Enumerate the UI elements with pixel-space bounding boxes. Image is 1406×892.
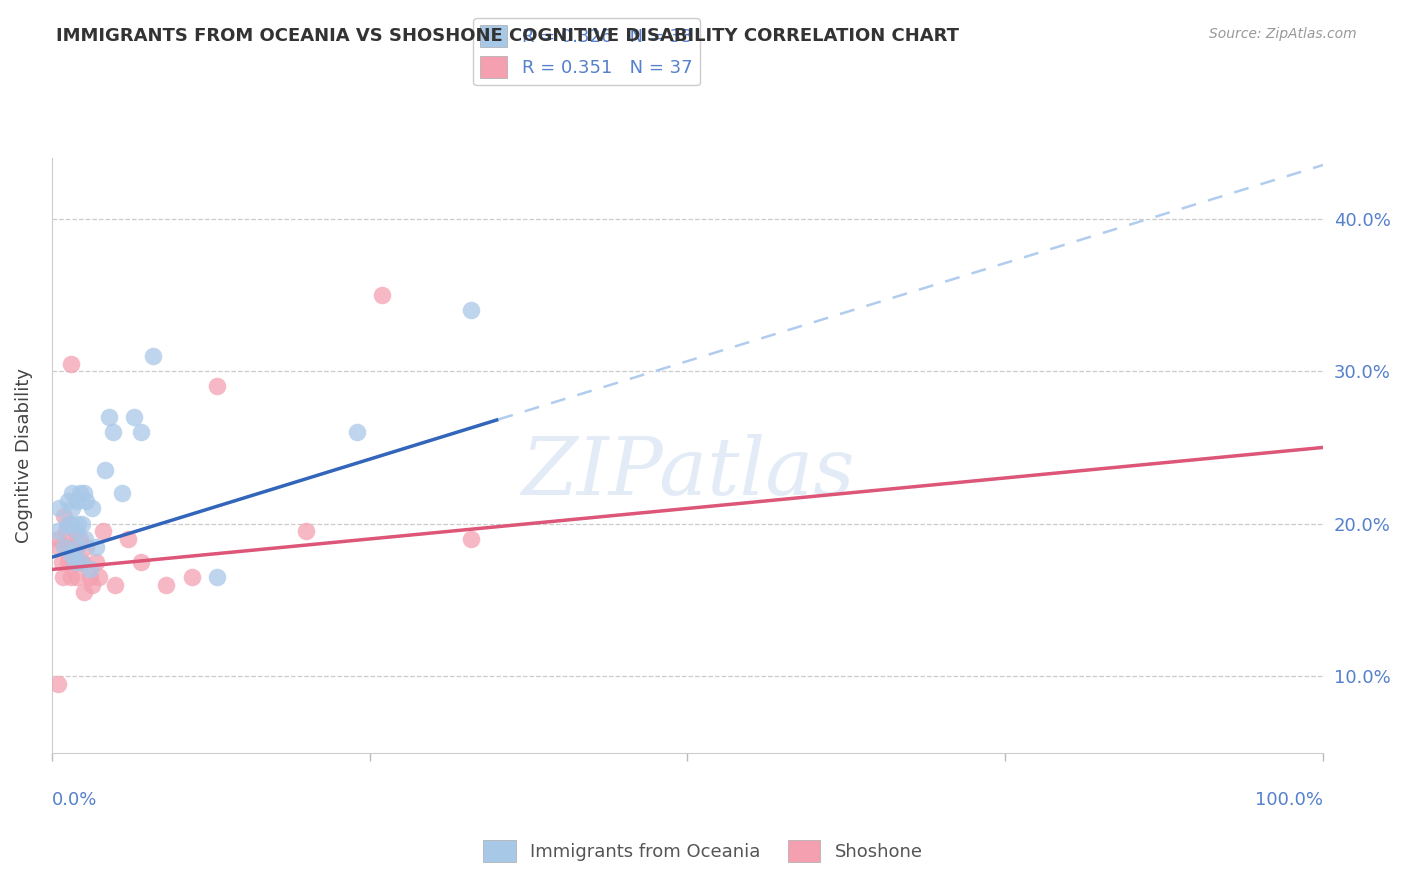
Point — [65, 524, 87, 539]
Point — [59, 547, 82, 561]
Point — [104, 578, 127, 592]
Point — [87, 570, 110, 584]
Point — [70, 555, 93, 569]
Point — [48, 540, 70, 554]
Point — [117, 532, 139, 546]
Point — [59, 357, 82, 371]
Point — [129, 425, 152, 440]
Point — [53, 540, 76, 554]
Point — [46, 532, 69, 546]
Point — [63, 524, 86, 539]
Point — [63, 555, 86, 569]
Point — [101, 425, 124, 440]
Point — [460, 532, 482, 546]
Point — [79, 562, 101, 576]
Point — [69, 532, 91, 546]
Point — [75, 540, 97, 554]
Point — [346, 425, 368, 440]
Point — [84, 540, 107, 554]
Legend: Immigrants from Oceania, Shoshone: Immigrants from Oceania, Shoshone — [477, 833, 929, 870]
Point — [66, 540, 89, 554]
Point — [124, 409, 146, 424]
Point — [59, 516, 82, 531]
Point — [205, 570, 228, 584]
Point — [56, 516, 79, 531]
Point — [53, 509, 76, 524]
Point — [55, 524, 77, 539]
Point — [73, 532, 96, 546]
Point — [371, 288, 394, 302]
Point — [69, 486, 91, 500]
Point — [60, 540, 83, 554]
Point — [60, 486, 83, 500]
Point — [66, 493, 89, 508]
Point — [58, 555, 80, 569]
Point — [52, 570, 75, 584]
Point — [205, 379, 228, 393]
Point — [72, 585, 94, 599]
Point — [75, 493, 97, 508]
Point — [72, 516, 94, 531]
Point — [84, 555, 107, 569]
Point — [82, 501, 104, 516]
Point — [129, 555, 152, 569]
Point — [48, 501, 70, 516]
Point — [97, 409, 120, 424]
Point — [62, 555, 84, 569]
Point — [111, 486, 134, 500]
Point — [79, 570, 101, 584]
Point — [70, 555, 93, 569]
Point — [46, 677, 69, 691]
Legend: R = 0.326   N = 33, R = 0.351   N = 37: R = 0.326 N = 33, R = 0.351 N = 37 — [472, 18, 700, 86]
Point — [82, 578, 104, 592]
Point — [65, 555, 87, 569]
Point — [51, 555, 73, 569]
Point — [58, 516, 80, 531]
Point — [142, 349, 165, 363]
Point — [60, 501, 83, 516]
Point — [295, 524, 318, 539]
Text: 0.0%: 0.0% — [52, 790, 97, 809]
Text: IMMIGRANTS FROM OCEANIA VS SHOSHONE COGNITIVE DISABILITY CORRELATION CHART: IMMIGRANTS FROM OCEANIA VS SHOSHONE COGN… — [56, 27, 959, 45]
Point — [180, 570, 202, 584]
Point — [72, 555, 94, 569]
Text: 100.0%: 100.0% — [1256, 790, 1323, 809]
Text: ZIPatlas: ZIPatlas — [520, 434, 853, 512]
Point — [67, 516, 90, 531]
Point — [65, 540, 87, 554]
Point — [460, 303, 482, 318]
Text: Source: ZipAtlas.com: Source: ZipAtlas.com — [1209, 27, 1357, 41]
Point — [56, 540, 79, 554]
Point — [72, 486, 94, 500]
Point — [155, 578, 177, 592]
Point — [58, 493, 80, 508]
Point — [66, 570, 89, 584]
Point — [46, 524, 69, 539]
Point — [59, 570, 82, 584]
Point — [91, 524, 114, 539]
Point — [94, 463, 117, 477]
Y-axis label: Cognitive Disability: Cognitive Disability — [15, 368, 32, 542]
